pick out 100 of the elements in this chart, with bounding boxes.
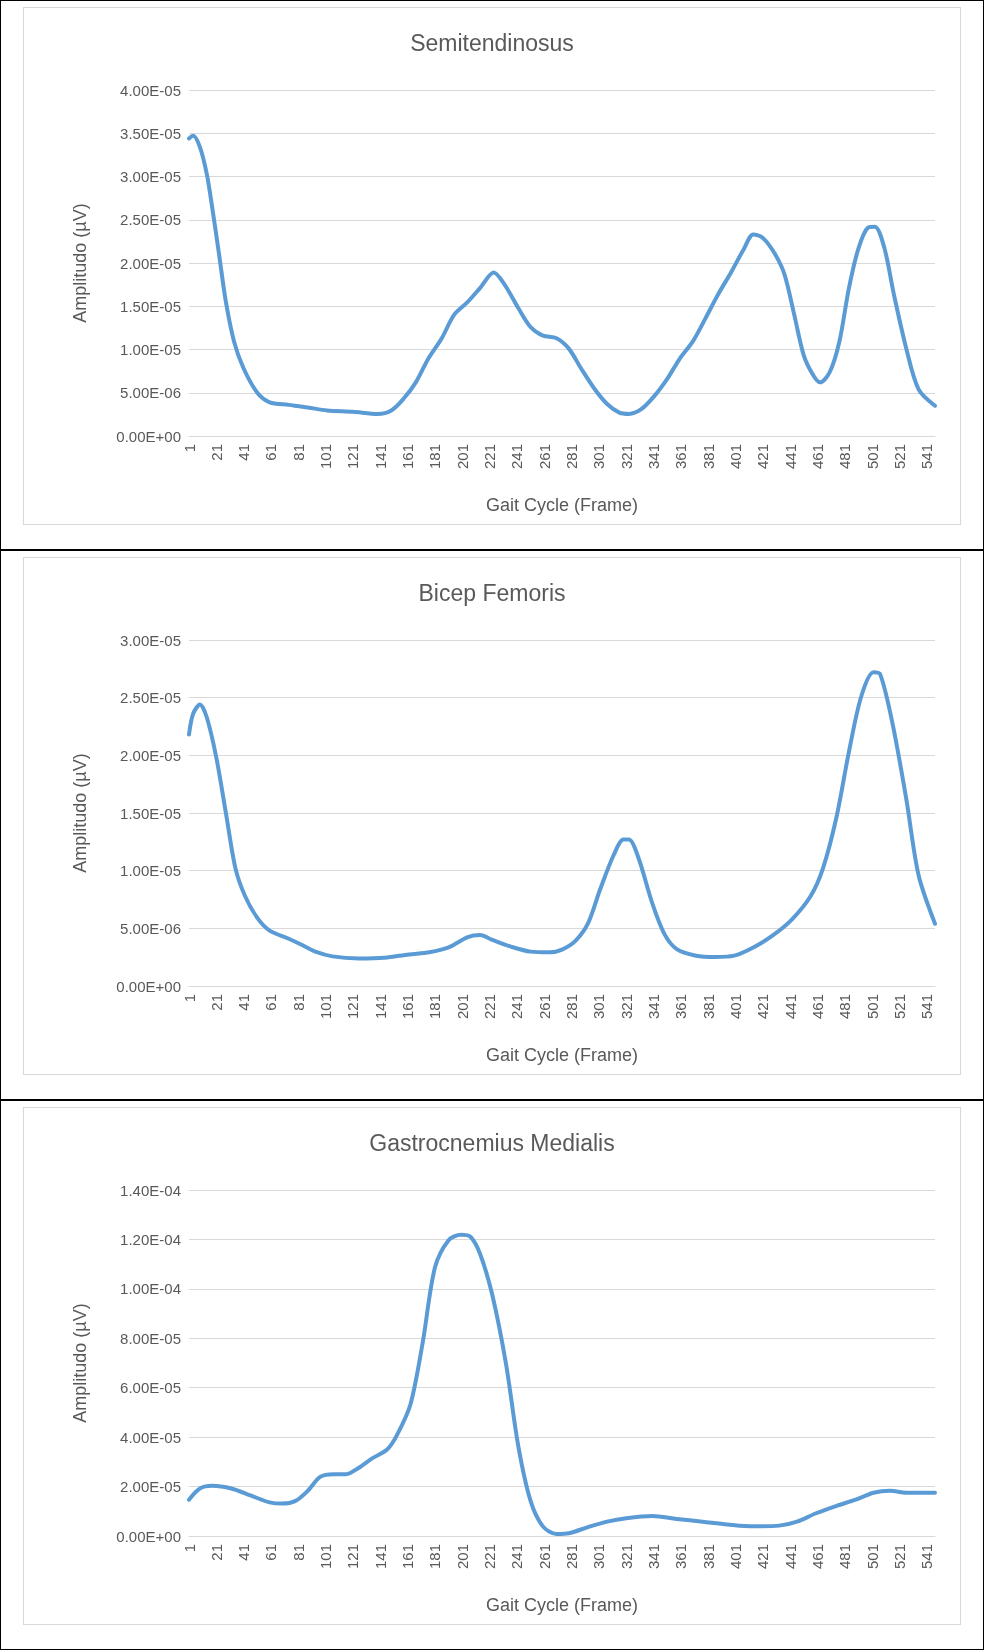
x-tick-label: 421 xyxy=(754,1544,772,1570)
x-tick-label: 81 xyxy=(289,1544,307,1561)
y-tick-label: 8.00E-05 xyxy=(120,1329,181,1347)
y-tick-label: 0.00E+00 xyxy=(116,427,181,445)
y-tick-label: 1.50E-05 xyxy=(120,804,181,822)
y-tick-label: 2.50E-05 xyxy=(120,689,181,707)
x-tick-label: 541 xyxy=(918,444,936,470)
y-tick-label: 2.00E-05 xyxy=(120,746,181,764)
x-tick-label: 241 xyxy=(508,444,526,470)
y-tick-label: 1.00E-05 xyxy=(120,341,181,358)
x-tick-label: 541 xyxy=(918,994,936,1020)
x-tick-label: 141 xyxy=(371,1544,389,1570)
y-tick-label: 5.00E-06 xyxy=(120,384,181,402)
x-tick-label: 1 xyxy=(180,994,198,1003)
x-tick-label: 421 xyxy=(754,444,772,470)
y-tick-label: 2.00E-05 xyxy=(120,1478,181,1496)
x-tick-label: 441 xyxy=(781,444,799,470)
x-tick-label: 21 xyxy=(207,994,225,1011)
x-tick-label: 541 xyxy=(918,1544,936,1570)
x-tick-label: 101 xyxy=(317,444,335,470)
x-tick-label: 161 xyxy=(399,444,417,470)
y-tick-label: 4.00E-05 xyxy=(120,1428,181,1446)
x-tick-label: 521 xyxy=(890,994,908,1020)
x-tick-label: 101 xyxy=(317,1544,335,1570)
x-axis-title: Gait Cycle (Frame) xyxy=(485,495,639,515)
y-tick-label: 1.50E-05 xyxy=(120,297,181,315)
y-tick-label: 6.00E-05 xyxy=(120,1379,181,1397)
y-tick-label: 1.40E-04 xyxy=(120,1181,181,1199)
x-tick-label: 41 xyxy=(235,994,253,1011)
x-tick-label: 121 xyxy=(344,994,362,1020)
x-tick-label: 261 xyxy=(535,994,553,1020)
x-tick-label: 381 xyxy=(699,1544,717,1570)
y-tick-label: 0.00E+00 xyxy=(116,977,181,995)
x-tick-label: 21 xyxy=(207,444,225,461)
x-tick-label: 201 xyxy=(453,1544,471,1570)
x-tick-label: 481 xyxy=(836,994,854,1020)
x-axis-title: Gait Cycle (Frame) xyxy=(485,1595,639,1615)
x-tick-label: 441 xyxy=(781,994,799,1020)
line-series xyxy=(187,1232,937,1537)
y-tick-label: 2.50E-05 xyxy=(120,211,181,229)
x-tick-label: 341 xyxy=(645,994,663,1020)
x-tick-label: 381 xyxy=(699,444,717,470)
x-tick-label: 181 xyxy=(426,444,444,470)
y-tick-label: 2.00E-05 xyxy=(120,254,181,272)
x-tick-label: 261 xyxy=(535,1544,553,1570)
x-tick-label: 81 xyxy=(289,994,307,1011)
x-tick-label: 141 xyxy=(371,444,389,470)
x-tick-label: 401 xyxy=(727,444,745,470)
x-tick-label: 41 xyxy=(235,444,253,461)
y-tick-label: 1.20E-04 xyxy=(120,1230,181,1248)
x-tick-label: 321 xyxy=(617,1544,635,1570)
x-tick-label: 81 xyxy=(289,444,307,461)
x-tick-label: 461 xyxy=(809,994,826,1020)
x-tick-label: 321 xyxy=(617,994,635,1020)
x-tick-label: 481 xyxy=(836,1544,854,1570)
y-tick-label: 1.00E-05 xyxy=(120,862,181,880)
x-tick-label: 261 xyxy=(535,444,553,470)
x-tick-label: 281 xyxy=(563,994,581,1020)
x-tick-label: 341 xyxy=(645,444,663,470)
x-tick-label: 181 xyxy=(426,994,444,1020)
x-tick-label: 221 xyxy=(481,1544,499,1570)
line-series xyxy=(187,133,937,416)
x-tick-label: 341 xyxy=(645,1544,663,1570)
x-tick-label: 301 xyxy=(590,1544,608,1570)
x-tick-label: 501 xyxy=(863,1544,881,1570)
y-tick-label: 3.50E-05 xyxy=(120,124,181,142)
x-axis-title: Gait Cycle (Frame) xyxy=(485,1045,639,1065)
x-tick-label: 281 xyxy=(563,444,581,470)
x-tick-label: 161 xyxy=(399,1544,417,1570)
line-series xyxy=(187,670,937,961)
x-tick-label: 401 xyxy=(727,1544,745,1570)
x-tick-label: 481 xyxy=(836,444,854,470)
y-tick-label: 3.00E-05 xyxy=(120,631,181,649)
x-tick-label: 201 xyxy=(453,994,471,1020)
x-tick-label: 361 xyxy=(672,1544,690,1570)
y-axis-title: Amplitudo (µV) xyxy=(70,203,90,323)
x-tick-label: 61 xyxy=(262,994,280,1011)
x-tick-label: 61 xyxy=(262,1544,280,1561)
y-axis-title: Amplitudo (µV) xyxy=(70,753,90,873)
chart-title: Gastrocnemius Medialis xyxy=(369,1129,615,1156)
x-tick-label: 21 xyxy=(207,1544,225,1561)
x-tick-label: 1 xyxy=(180,1544,198,1553)
chart-title: Bicep Femoris xyxy=(418,579,566,606)
x-tick-label: 461 xyxy=(809,1544,826,1570)
x-tick-label: 1 xyxy=(180,444,198,453)
x-tick-label: 401 xyxy=(727,994,745,1020)
x-tick-label: 221 xyxy=(481,444,499,470)
x-tick-label: 281 xyxy=(563,1544,581,1570)
x-tick-label: 221 xyxy=(481,994,499,1020)
x-tick-label: 41 xyxy=(235,1544,253,1561)
x-tick-label: 461 xyxy=(809,444,826,470)
x-tick-label: 241 xyxy=(508,1544,526,1570)
x-tick-label: 201 xyxy=(453,444,471,470)
x-tick-label: 161 xyxy=(399,994,417,1020)
x-tick-label: 61 xyxy=(262,444,280,461)
x-tick-label: 141 xyxy=(371,994,389,1020)
x-tick-label: 521 xyxy=(890,444,908,470)
x-tick-label: 121 xyxy=(344,444,362,470)
x-tick-label: 321 xyxy=(617,444,635,470)
x-tick-label: 361 xyxy=(672,444,690,470)
